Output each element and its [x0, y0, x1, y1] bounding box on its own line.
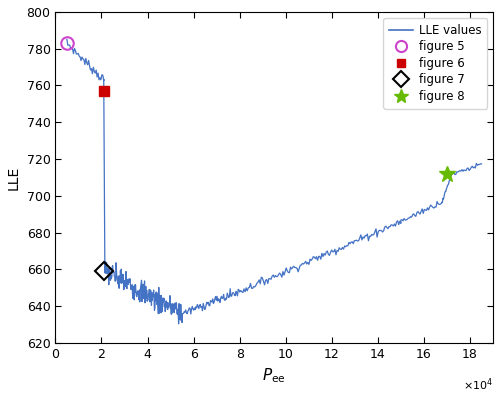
Text: $\times 10^4$: $\times 10^4$ [463, 376, 493, 393]
Y-axis label: LLE: LLE [7, 165, 21, 189]
Legend: LLE values, figure 5, figure 6, figure 7, figure 8: LLE values, figure 5, figure 6, figure 7… [383, 18, 487, 109]
X-axis label: $P_{\mathrm{ee}}$: $P_{\mathrm{ee}}$ [262, 366, 286, 385]
